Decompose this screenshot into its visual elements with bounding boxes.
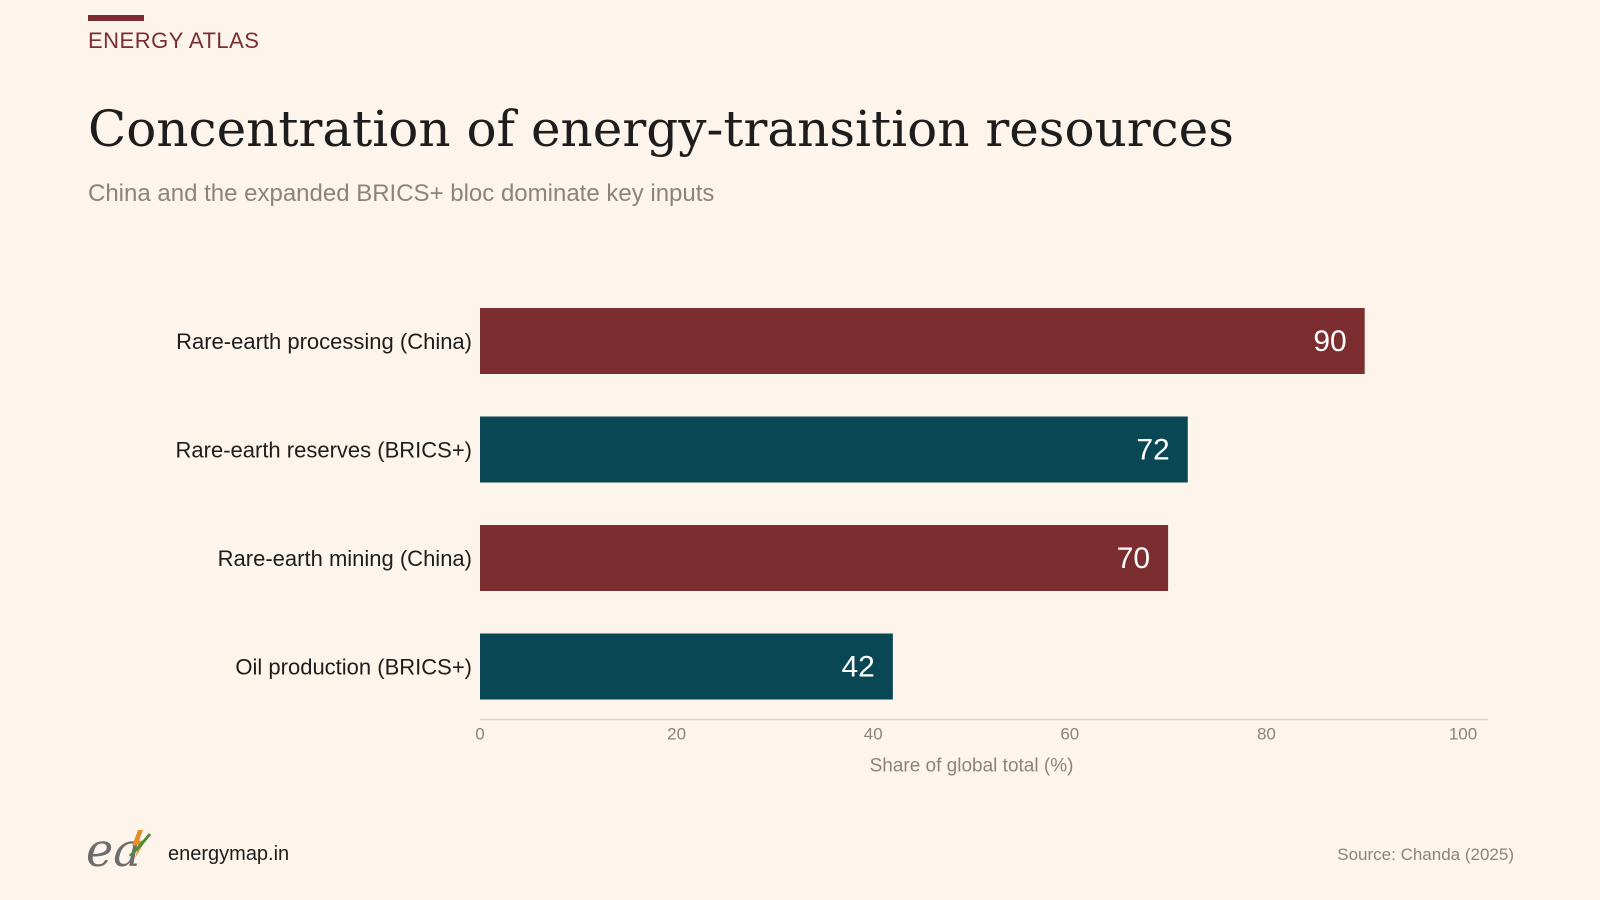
x-tick-label: 0	[475, 725, 484, 744]
energy-atlas-logo: ea	[86, 826, 152, 876]
bar	[480, 633, 893, 700]
x-tick-label: 60	[1060, 725, 1079, 744]
bar-chart: Rare-earth processing (China) 90 Rare-eart…	[176, 308, 1488, 777]
leaf-icon	[128, 833, 152, 858]
x-tick-label: 100	[1449, 725, 1477, 744]
category-label: Rare-earth processing (China)	[176, 329, 472, 354]
category-label: Rare-earth reserves (BRICS+)	[176, 438, 472, 463]
kicker: ENERGY ATLAS	[88, 28, 260, 53]
chart-subtitle: China and the expanded BRICS+ bloc domin…	[88, 180, 715, 207]
bolt-icon	[132, 830, 146, 858]
footer-source: Source: Chanda (2025)	[1337, 845, 1514, 864]
bar	[480, 308, 1365, 374]
bars-layer: Rare-earth processing (China) 90 Rare-eart…	[176, 308, 1365, 700]
data-label: 70	[1117, 542, 1150, 575]
accent-rule	[88, 15, 144, 21]
data-label: 72	[1136, 434, 1169, 467]
x-tick-label: 40	[864, 725, 883, 744]
chart-title: Concentration of energy-transition resou…	[88, 100, 1234, 158]
x-axis-title: Share of global total (%)	[870, 756, 1074, 777]
footer-site-link[interactable]: energymap.in	[168, 843, 290, 865]
category-label: Oil production (BRICS+)	[235, 655, 472, 680]
data-label: 42	[841, 651, 874, 684]
logo-lettering: ea	[86, 826, 141, 876]
x-tick-label: 80	[1257, 725, 1276, 744]
bar	[480, 416, 1188, 483]
data-label: 90	[1313, 325, 1346, 358]
x-axis-ticks: 0 20 40 60 80 100	[475, 725, 1477, 744]
bar	[480, 525, 1169, 591]
x-tick-label: 20	[667, 725, 686, 744]
category-label: Rare-earth mining (China)	[218, 546, 472, 571]
